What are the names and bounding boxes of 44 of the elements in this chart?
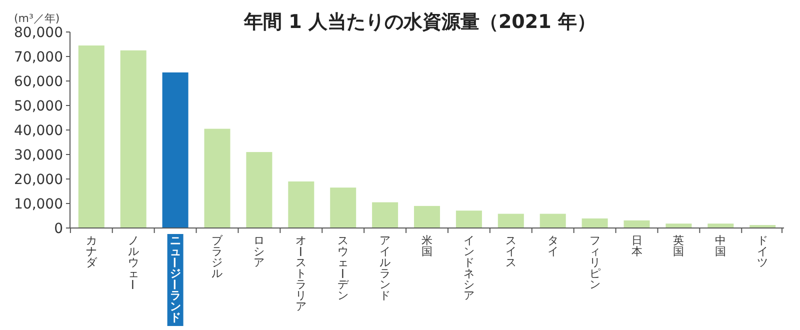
- y-tick-label: 0: [54, 220, 63, 237]
- x-tick-label: スイス: [505, 234, 516, 269]
- y-tick-label: 60,000: [14, 74, 63, 90]
- bar: [162, 72, 188, 228]
- bar: [540, 214, 566, 228]
- bar: [624, 220, 650, 228]
- bar: [120, 50, 146, 228]
- bar: [414, 206, 440, 228]
- x-tick-label: ニュージーランド: [167, 234, 181, 324]
- chart-title: 年間 1 人当たりの水資源量（2021 年）: [243, 11, 596, 33]
- y-tick-label: 40,000: [14, 122, 63, 139]
- x-tick-label: ドイツ: [757, 234, 768, 269]
- x-tick-label: カナダ: [86, 234, 98, 269]
- bar: [456, 210, 482, 228]
- bar: [288, 181, 314, 228]
- x-tick-label: スウェーデン: [335, 234, 350, 302]
- y-tick-label: 70,000: [14, 49, 63, 66]
- bar: [582, 218, 608, 228]
- bar: [204, 128, 230, 228]
- y-axis-title: (m³／年): [14, 12, 60, 25]
- y-tick-label: 80,000: [14, 24, 63, 41]
- x-tick-label: タイ: [547, 234, 558, 258]
- y-tick-label: 30,000: [14, 147, 63, 164]
- x-tick-label: ロシア: [254, 234, 265, 269]
- bar: [708, 224, 734, 228]
- x-tick-label: 英国: [673, 234, 684, 258]
- y-tick-label: 10,000: [14, 196, 63, 212]
- x-tick-label: 米国: [422, 234, 432, 258]
- x-tick-label: インドネシア: [463, 234, 474, 302]
- bar: [78, 45, 104, 228]
- bar: [372, 202, 398, 228]
- y-tick-label: 50,000: [14, 98, 63, 114]
- x-tick-label: アイルランド: [380, 234, 391, 302]
- bar: [498, 214, 524, 228]
- x-tick-label: ノルウェー: [126, 234, 139, 290]
- y-tick-label: 20,000: [14, 172, 63, 188]
- x-tick-label: フィリピン: [589, 234, 600, 291]
- x-tick-label: ブラジル: [212, 234, 224, 280]
- bar: [666, 224, 692, 228]
- x-tick-label: 中国: [715, 234, 726, 258]
- bar: [246, 152, 272, 228]
- x-tick-label: オーストラリア: [293, 234, 307, 313]
- x-tick-label: 日本: [631, 234, 642, 258]
- bar: [330, 188, 356, 228]
